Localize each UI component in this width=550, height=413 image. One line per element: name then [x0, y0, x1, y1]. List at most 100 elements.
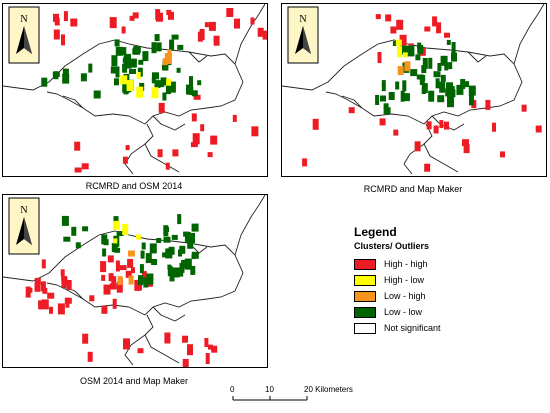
- legend-item: High - low: [348, 272, 468, 288]
- cluster-cell: [176, 67, 181, 73]
- cluster-cell: [208, 21, 216, 31]
- cluster-cell: [89, 295, 95, 302]
- legend-swatch-high-high: [354, 258, 376, 270]
- cluster-cell: [437, 95, 445, 103]
- cluster-cell: [66, 280, 72, 290]
- cluster-cell: [151, 42, 157, 54]
- cluster-cells: [25, 214, 218, 367]
- cluster-cell: [34, 277, 41, 285]
- cluster-cell: [383, 103, 389, 110]
- cluster-cell: [82, 333, 89, 344]
- cluster-cell: [41, 77, 48, 87]
- cluster-cell: [500, 151, 505, 158]
- cluster-cell: [179, 245, 186, 254]
- cluster-cell: [41, 299, 49, 310]
- cluster-cell: [444, 121, 449, 130]
- cluster-cell: [129, 58, 137, 68]
- cluster-cells: [302, 14, 542, 172]
- cluster-cell: [177, 214, 182, 225]
- cluster-cell: [422, 58, 428, 69]
- cluster-cell: [207, 152, 213, 158]
- cluster-cell: [444, 32, 450, 38]
- cluster-cell: [116, 231, 124, 236]
- cluster-cell: [154, 34, 160, 42]
- cluster-cell: [417, 44, 424, 54]
- cluster-cell: [162, 61, 169, 71]
- cluster-cell: [112, 220, 120, 230]
- cluster-cell: [184, 232, 191, 243]
- north-label: N: [20, 14, 27, 25]
- cluster-cell: [440, 74, 446, 82]
- cluster-cell: [187, 344, 193, 356]
- cluster-cell: [437, 63, 442, 71]
- cluster-cell: [111, 243, 118, 253]
- cluster-cell: [114, 78, 119, 86]
- cluster-cell: [152, 72, 159, 80]
- cluster-cell: [392, 41, 397, 46]
- cluster-cell: [462, 139, 469, 147]
- cluster-cell: [416, 74, 424, 80]
- cluster-cell: [485, 99, 491, 110]
- cluster-cell: [121, 26, 126, 34]
- legend-label: High - high: [384, 259, 428, 269]
- cluster-cell: [402, 52, 408, 58]
- cluster-cell: [183, 231, 190, 237]
- cluster-cell: [189, 76, 193, 88]
- cluster-cell: [129, 15, 135, 21]
- cluster-cell: [167, 264, 172, 270]
- north-arrow-icon: N: [8, 197, 40, 255]
- legend-item: Low - high: [348, 288, 468, 304]
- map-panel-osm2014-mapmaker: N: [2, 194, 268, 368]
- cluster-cell: [435, 78, 440, 89]
- cluster-cell: [400, 90, 405, 102]
- cluster-cell: [139, 264, 144, 274]
- north-label: N: [20, 205, 27, 216]
- cluster-cell: [34, 282, 41, 292]
- cluster-cell: [191, 223, 199, 232]
- cluster-cell: [120, 75, 128, 85]
- cluster-cell: [138, 59, 144, 65]
- cluster-cell: [165, 85, 171, 95]
- cluster-cell: [61, 34, 65, 46]
- cluster-cell: [141, 242, 146, 250]
- legend-label: Low - high: [384, 291, 426, 301]
- cluster-cell: [204, 22, 209, 28]
- cluster-cell: [122, 223, 129, 235]
- cluster-cell: [234, 18, 240, 29]
- cluster-cell: [257, 27, 264, 37]
- cluster-cell: [133, 46, 141, 53]
- cluster-cell: [132, 12, 139, 19]
- boundary-lines: [3, 4, 266, 175]
- cluster-cell: [399, 34, 407, 46]
- cluster-cell: [407, 45, 415, 57]
- cluster-cell: [47, 292, 55, 299]
- cluster-cell: [160, 81, 165, 88]
- cluster-cell: [145, 253, 152, 264]
- cluster-cell: [136, 86, 144, 98]
- cluster-cell: [396, 19, 404, 30]
- cluster-cell: [451, 42, 456, 53]
- cluster-cell: [63, 11, 68, 22]
- cluster-cell: [193, 94, 201, 100]
- cluster-cell: [113, 238, 118, 244]
- cluster-cell: [414, 141, 421, 152]
- cluster-cell: [151, 259, 158, 265]
- cluster-cell: [383, 107, 391, 115]
- scale-label-20: 20 Kilometers: [304, 385, 353, 394]
- cluster-cell: [119, 265, 127, 271]
- scale-label-0: 0: [230, 385, 235, 394]
- cluster-cell: [82, 226, 89, 232]
- cluster-cell: [88, 63, 93, 73]
- cluster-cell: [446, 39, 451, 45]
- cluster-cell: [149, 243, 157, 254]
- cluster-cell: [141, 271, 147, 283]
- cluster-cell: [52, 71, 60, 77]
- cluster-cell: [388, 92, 395, 100]
- legend-label: Low - low: [384, 307, 423, 317]
- cluster-cell: [164, 332, 171, 344]
- cluster-cell: [232, 114, 237, 122]
- cluster-cell: [410, 69, 418, 77]
- cluster-cell: [127, 258, 134, 268]
- legend-item: High - high: [348, 256, 468, 272]
- cluster-cell: [385, 14, 392, 22]
